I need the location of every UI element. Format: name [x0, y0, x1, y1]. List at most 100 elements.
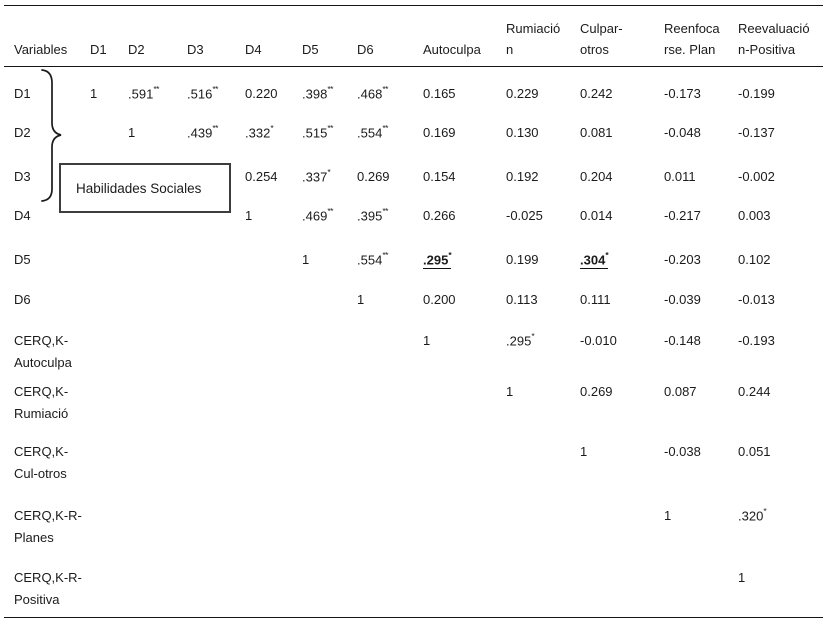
- cell-value: 0.269: [580, 384, 613, 399]
- column-header-reenfocarse: Reenfoca rse. Plan: [664, 16, 736, 60]
- cell-value: 0.192: [506, 169, 539, 184]
- row-label: Autoculpa: [14, 355, 72, 370]
- table-cell-5-rumiacion: 0.113: [506, 292, 538, 307]
- table-cell-0-autoculpa: 0.165: [423, 86, 456, 101]
- row-label: Rumiació: [14, 406, 69, 421]
- table-cell-3-d5: .469**: [302, 207, 333, 224]
- significance-asterisks: *: [327, 167, 331, 177]
- table-cell-5-d6: 1: [357, 292, 364, 307]
- cell-value: -0.148: [664, 333, 701, 348]
- table-cell-1-reenfocarse: -0.048: [664, 125, 701, 140]
- row-label: Planes: [14, 530, 54, 545]
- table-cell-0-rumiacion: 0.229: [506, 86, 539, 101]
- table-bottom-rule: [4, 617, 823, 618]
- table-cell-6-reenfocarse: -0.148: [664, 333, 701, 348]
- significance-asterisks: *: [763, 506, 767, 516]
- table-cell-5-autoculpa: 0.200: [423, 292, 456, 307]
- table-cell-1-d2: 1: [128, 125, 135, 140]
- cell-value: 1: [423, 333, 431, 348]
- table-cell-0-d1: 1: [90, 86, 97, 101]
- cell-value: .469: [302, 208, 328, 224]
- table-cell-4-reevaluacion: 0.102: [738, 252, 771, 267]
- table-cell-2-rumiacion: 0.192: [506, 169, 539, 184]
- row-label: CERQ,K-: [14, 444, 69, 459]
- cell-value: .398: [302, 86, 328, 102]
- cell-value: 0.165: [423, 86, 456, 101]
- table-cell-0-d3: .516**: [187, 84, 218, 102]
- cell-value: 0.154: [423, 169, 456, 184]
- table-cell-5-reenfocarse: -0.039: [664, 292, 701, 307]
- row-label: Positiva: [14, 592, 60, 607]
- cell-value: -0.039: [664, 292, 701, 307]
- table-cell-3-autoculpa: 0.266: [423, 208, 456, 223]
- cell-value: 0.220: [245, 86, 278, 101]
- cell-value: 1: [357, 292, 365, 307]
- table-cell-3-reevaluacion: 0.003: [738, 208, 771, 223]
- cell-value: 0.130: [506, 125, 539, 140]
- cell-value: 1: [245, 208, 253, 223]
- cell-value: 0.199: [506, 252, 539, 267]
- cell-value: 0.169: [423, 125, 456, 140]
- table-cell-4-d5: 1: [302, 252, 309, 267]
- row-label: CERQ,K-: [14, 333, 69, 348]
- column-header-text: D4: [245, 42, 262, 57]
- cell-value: .439: [187, 125, 213, 141]
- significance-asterisks: *: [448, 250, 452, 260]
- curly-brace-icon: [41, 69, 62, 202]
- annotation-box-label: Habilidades Sociales: [76, 180, 202, 196]
- cell-value: 0.014: [580, 208, 613, 223]
- column-header-rumiacion: Rumiació n: [506, 16, 578, 60]
- table-cell-4-d6: .554**: [357, 251, 388, 268]
- row-label: D6: [14, 292, 31, 307]
- table-cell-2-autoculpa: 0.154: [423, 169, 456, 184]
- column-header-text: otros: [580, 42, 609, 57]
- column-header-d3: D3: [187, 16, 243, 60]
- cell-value: 0.242: [580, 86, 613, 101]
- cell-value: .337: [302, 169, 328, 185]
- column-header-label: Variables: [14, 16, 88, 60]
- table-cell-0-d2: .591**: [128, 85, 159, 102]
- table-cell-0-d5: .398**: [302, 85, 333, 102]
- column-header-text: rse. Plan: [664, 42, 716, 57]
- table-cell-8-reenfocarse: -0.038: [664, 444, 701, 459]
- table-cell-9-reevaluacion: .320*: [738, 506, 767, 524]
- cell-value: 0.087: [664, 384, 697, 399]
- table-cell-3-d6: .395**: [357, 207, 388, 224]
- cell-value: -0.173: [664, 86, 701, 101]
- cell-value: -0.137: [738, 125, 775, 140]
- column-header-text: n: [506, 42, 514, 57]
- row-label: CERQ,K-R-: [14, 508, 82, 523]
- cell-value: .515: [302, 125, 328, 141]
- column-header-d2: D2: [128, 16, 185, 60]
- cell-value: -0.193: [738, 333, 775, 348]
- cell-value: 1: [580, 444, 588, 459]
- significance-asterisks: **: [212, 84, 218, 94]
- cell-value: 0.102: [738, 252, 771, 267]
- cell-value: .395: [357, 208, 383, 224]
- table-cell-4-autoculpa: .295*: [423, 250, 452, 270]
- cell-value: 1: [90, 86, 98, 101]
- cell-value: .304: [580, 252, 606, 268]
- cell-value: -0.199: [738, 86, 775, 101]
- table-cell-3-d4: 1: [245, 208, 252, 223]
- table-cell-7-reevaluacion: 0.244: [738, 384, 771, 399]
- table-cell-7-reenfocarse: 0.087: [664, 384, 697, 399]
- cell-value: -0.013: [738, 292, 775, 307]
- cell-value: -0.217: [664, 208, 701, 223]
- cell-value: 0.266: [423, 208, 456, 223]
- row-label: CERQ,K-R-: [14, 570, 82, 585]
- cell-value: 1: [664, 508, 672, 523]
- table-top-rule: [4, 5, 823, 6]
- row-label: CERQ,K-: [14, 384, 69, 399]
- table-cell-7-culpar: 0.269: [580, 384, 613, 399]
- table-cell-0-reevaluacion: -0.199: [738, 86, 775, 101]
- row-label: D1: [14, 86, 31, 101]
- column-header-culpar: Culpar-otros: [580, 16, 662, 60]
- table-cell-7-rumiacion: 1: [506, 384, 513, 399]
- row-label: D2: [14, 125, 31, 140]
- cell-value: 1: [506, 384, 514, 399]
- table-cell-0-d6: .468**: [357, 85, 388, 102]
- column-header-d4: D4: [245, 16, 300, 60]
- column-header-text: D5: [302, 42, 319, 57]
- table-cell-8-reevaluacion: 0.051: [738, 444, 771, 459]
